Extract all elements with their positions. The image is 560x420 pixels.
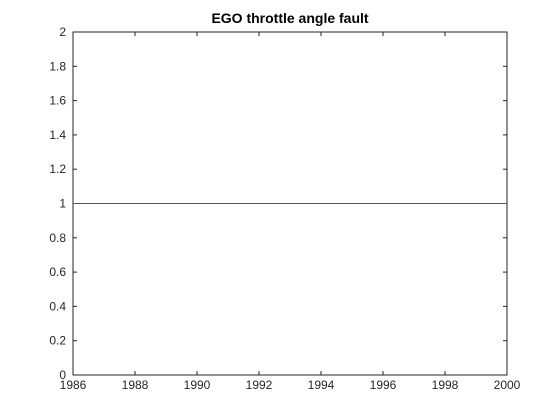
x-tick-label: 1998: [432, 378, 459, 392]
x-tick-label: 1996: [370, 378, 397, 392]
y-tick-label: 0.4: [49, 299, 66, 313]
y-tick-label: 1.8: [49, 59, 66, 73]
x-tick-label: 2000: [494, 378, 521, 392]
x-tick-label: 1986: [60, 378, 87, 392]
x-tick-label: 1992: [246, 378, 273, 392]
x-tick-label: 1994: [308, 378, 335, 392]
x-tick-label: 1990: [184, 378, 211, 392]
chart-title: EGO throttle angle fault: [211, 10, 368, 26]
y-tick-label: 1.4: [49, 128, 66, 142]
y-tick-label: 2: [59, 25, 66, 39]
y-tick-label: 1: [59, 197, 66, 211]
x-tick-label: 1988: [122, 378, 149, 392]
y-tick-label: 0: [59, 368, 66, 382]
y-tick-label: 1.6: [49, 94, 66, 108]
y-tick-label: 0.2: [49, 334, 66, 348]
y-tick-label: 1.2: [49, 162, 66, 176]
y-tick-label: 0.8: [49, 231, 66, 245]
axis-ticks: 1986 1988 1990 1992 1994 1996 1998 2000 0 0.2 0.4 0…: [49, 25, 520, 392]
y-tick-label: 0.6: [49, 265, 66, 279]
